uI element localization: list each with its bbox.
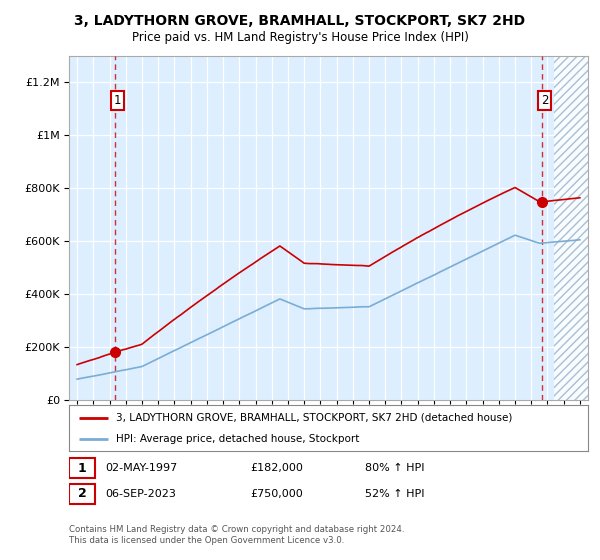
Bar bbox=[554, 56, 588, 400]
Text: 3, LADYTHORN GROVE, BRAMHALL, STOCKPORT, SK7 2HD: 3, LADYTHORN GROVE, BRAMHALL, STOCKPORT,… bbox=[74, 14, 526, 28]
Text: 3, LADYTHORN GROVE, BRAMHALL, STOCKPORT, SK7 2HD (detached house): 3, LADYTHORN GROVE, BRAMHALL, STOCKPORT,… bbox=[116, 413, 512, 423]
Text: 06-SEP-2023: 06-SEP-2023 bbox=[106, 489, 176, 499]
Text: £750,000: £750,000 bbox=[251, 489, 304, 499]
Bar bbox=[69, 484, 95, 503]
Text: Price paid vs. HM Land Registry's House Price Index (HPI): Price paid vs. HM Land Registry's House … bbox=[131, 31, 469, 44]
Text: 1: 1 bbox=[77, 461, 86, 475]
Bar bbox=[69, 459, 95, 478]
Text: 52% ↑ HPI: 52% ↑ HPI bbox=[365, 489, 424, 499]
Text: 2: 2 bbox=[541, 94, 548, 108]
Text: 1: 1 bbox=[113, 94, 121, 108]
Text: 80% ↑ HPI: 80% ↑ HPI bbox=[365, 463, 424, 473]
Text: Contains HM Land Registry data © Crown copyright and database right 2024.
This d: Contains HM Land Registry data © Crown c… bbox=[69, 525, 404, 545]
Text: 2: 2 bbox=[77, 487, 86, 501]
Text: HPI: Average price, detached house, Stockport: HPI: Average price, detached house, Stoc… bbox=[116, 435, 359, 444]
Text: £182,000: £182,000 bbox=[251, 463, 304, 473]
Text: 02-MAY-1997: 02-MAY-1997 bbox=[106, 463, 178, 473]
